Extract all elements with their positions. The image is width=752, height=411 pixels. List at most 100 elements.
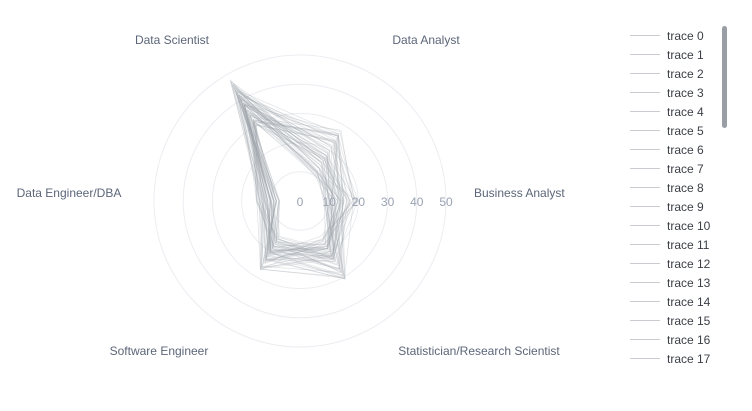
legend-item[interactable]: trace 9 (630, 197, 730, 216)
trace-line-59[interactable] (246, 109, 350, 260)
trace-line-34[interactable] (243, 104, 345, 259)
trace-line-49[interactable] (236, 90, 342, 269)
trace-line-27[interactable] (244, 104, 332, 261)
trace-line-14[interactable] (236, 91, 342, 253)
legend-swatch (630, 35, 660, 36)
radar-grid (153, 54, 447, 348)
trace-line-1[interactable] (238, 94, 342, 258)
legend-item[interactable]: trace 13 (630, 273, 730, 292)
legend-swatch (630, 244, 660, 245)
legend-label: trace 0 (667, 28, 704, 43)
legend-item[interactable]: trace 8 (630, 178, 730, 197)
trace-line-36[interactable] (238, 94, 342, 274)
trace-line-6[interactable] (251, 117, 354, 265)
trace-line-16[interactable] (233, 86, 336, 263)
legend-item[interactable]: trace 11 (630, 235, 730, 254)
trace-line-58[interactable] (252, 118, 354, 256)
trace-line-5[interactable] (241, 99, 339, 258)
trace-line-23[interactable] (238, 94, 346, 280)
legend-item[interactable]: trace 6 (630, 140, 730, 159)
legend-scrollbar[interactable] (722, 26, 727, 128)
trace-line-39[interactable] (249, 114, 352, 245)
trace-line-19[interactable] (253, 121, 345, 257)
trace-line-28[interactable] (230, 81, 340, 260)
trace-line-48[interactable] (244, 104, 358, 262)
trace-line-22[interactable] (252, 119, 358, 252)
grid-circle (153, 54, 447, 348)
trace-line-44[interactable] (244, 104, 344, 277)
trace-line-29[interactable] (244, 104, 334, 264)
trace-line-50[interactable] (254, 122, 346, 280)
legend-swatch (630, 187, 660, 188)
trace-line-41[interactable] (255, 124, 340, 270)
legend-label: trace 11 (667, 237, 710, 252)
legend-label: trace 15 (667, 313, 711, 328)
trace-line-15[interactable] (252, 119, 356, 247)
trace-line-56[interactable] (247, 109, 340, 270)
trace-line-47[interactable] (235, 88, 346, 280)
grid-circle (182, 83, 418, 319)
trace-line-26[interactable] (240, 97, 351, 266)
axis-label: Software Engineer (110, 344, 209, 358)
legend-swatch (630, 282, 660, 283)
trace-line-0[interactable] (229, 79, 345, 278)
trace-line-52[interactable] (230, 81, 332, 256)
trace-line-51[interactable] (238, 94, 335, 261)
legend-item[interactable]: trace 1 (630, 45, 730, 64)
legend-item[interactable]: trace 12 (630, 254, 730, 273)
trace-line-30[interactable] (248, 112, 354, 279)
legend-label: trace 10 (667, 218, 711, 233)
legend-swatch (630, 301, 660, 302)
legend-item[interactable]: trace 2 (630, 64, 730, 83)
radial-tick-label: 0 (297, 195, 304, 209)
trace-line-55[interactable] (253, 120, 341, 252)
trace-line-33[interactable] (255, 124, 345, 258)
trace-line-40[interactable] (239, 96, 338, 254)
legend-item[interactable]: trace 7 (630, 159, 730, 178)
trace-line-57[interactable] (232, 83, 338, 251)
trace-line-3[interactable] (248, 112, 338, 265)
trace-line-45[interactable] (252, 119, 348, 269)
trace-line-24[interactable] (241, 99, 341, 271)
legend-item[interactable]: trace 16 (630, 330, 730, 349)
trace-line-32[interactable] (250, 114, 348, 270)
trace-line-21[interactable] (241, 99, 330, 271)
legend-item[interactable]: trace 17 (630, 349, 730, 368)
trace-line-53[interactable] (249, 114, 344, 277)
trace-line-37[interactable] (253, 121, 343, 273)
trace-line-42[interactable] (237, 92, 334, 255)
trace-line-13[interactable] (250, 114, 333, 268)
trace-line-4[interactable] (235, 89, 333, 253)
trace-line-25[interactable] (253, 121, 344, 276)
legend-swatch (630, 73, 660, 74)
legend[interactable]: trace 0 trace 1 trace 2 trace 3 trace 4 trace… (630, 26, 730, 371)
trace-line-38[interactable] (242, 102, 334, 260)
trace-line-18[interactable] (242, 102, 330, 253)
trace-line-20[interactable] (238, 94, 342, 261)
trace-line-31[interactable] (236, 90, 344, 249)
legend-item[interactable]: trace 3 (630, 83, 730, 102)
trace-line-11[interactable] (239, 96, 336, 255)
legend-swatch (630, 206, 660, 207)
legend-label: trace 13 (667, 275, 711, 290)
trace-line-54[interactable] (234, 87, 336, 269)
legend-swatch (630, 111, 660, 112)
legend-item[interactable]: trace 4 (630, 102, 730, 121)
trace-line-35[interactable] (232, 84, 326, 262)
trace-line-17[interactable] (244, 104, 339, 250)
trace-line-10[interactable] (255, 124, 359, 255)
trace-line-12[interactable] (245, 107, 348, 260)
legend-label: trace 17 (667, 351, 711, 366)
legend-item[interactable]: trace 15 (630, 311, 730, 330)
legend-item[interactable]: trace 5 (630, 121, 730, 140)
legend-item[interactable]: trace 0 (630, 26, 730, 45)
trace-line-2[interactable] (244, 104, 351, 260)
trace-line-9[interactable] (242, 102, 345, 263)
trace-line-43[interactable] (253, 121, 331, 252)
trace-line-8[interactable] (232, 84, 330, 250)
legend-label: trace 12 (667, 256, 711, 271)
legend-item[interactable]: trace 14 (630, 292, 730, 311)
legend-item[interactable]: trace 10 (630, 216, 730, 235)
trace-line-46[interactable] (243, 103, 355, 257)
trace-line-7[interactable] (247, 109, 342, 273)
